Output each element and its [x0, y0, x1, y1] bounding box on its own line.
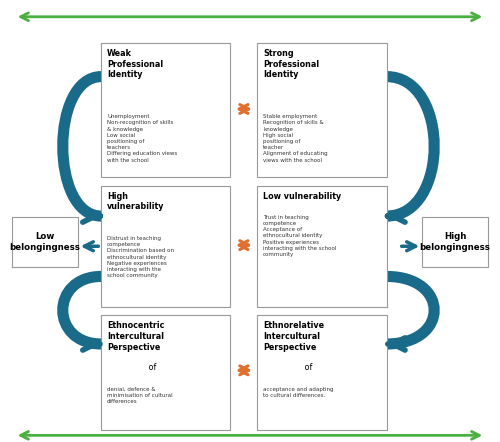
FancyBboxPatch shape: [101, 316, 230, 430]
FancyBboxPatch shape: [12, 217, 78, 267]
Text: Ethnorelative
Intercultural
Perspective: Ethnorelative Intercultural Perspective: [263, 321, 324, 352]
Text: Low
belongingness: Low belongingness: [10, 232, 81, 252]
Text: Strong
Professional
Identity: Strong Professional Identity: [263, 49, 320, 79]
Text: Distrust in teaching
competence
Discrimination based on
ethnocultural identity
N: Distrust in teaching competence Discrimi…: [107, 236, 174, 278]
Text: denial, defence &
minimisation of cultural
differences: denial, defence & minimisation of cultur…: [107, 387, 172, 404]
FancyBboxPatch shape: [422, 217, 488, 267]
Text: Weak
Professional
Identity: Weak Professional Identity: [107, 49, 163, 79]
Text: Unemployment
Non-recognition of skills
& knowledge
Low social
positioning of
tea: Unemployment Non-recognition of skills &…: [107, 114, 178, 163]
Text: Ethnocentric
Intercultural
Perspective: Ethnocentric Intercultural Perspective: [107, 321, 164, 352]
Text: Low vulnerability: Low vulnerability: [263, 191, 342, 201]
FancyBboxPatch shape: [101, 186, 230, 307]
Text: Stable employment
Recognition of skills &
knowledge
High social
positioning of
t: Stable employment Recognition of skills …: [263, 114, 328, 163]
Text: High
vulnerability: High vulnerability: [107, 191, 164, 211]
Text: of: of: [146, 363, 156, 372]
Text: of: of: [302, 363, 312, 372]
FancyBboxPatch shape: [258, 43, 386, 177]
Text: High
belongingness: High belongingness: [420, 232, 490, 252]
Text: Trust in teaching
competence
Acceptance of
ethnocultural identity
Positive exper: Trust in teaching competence Acceptance …: [263, 215, 336, 257]
FancyBboxPatch shape: [258, 316, 386, 430]
FancyBboxPatch shape: [258, 186, 386, 307]
Text: acceptance and adapting
to cultural differences.: acceptance and adapting to cultural diff…: [263, 387, 334, 398]
FancyBboxPatch shape: [101, 43, 230, 177]
